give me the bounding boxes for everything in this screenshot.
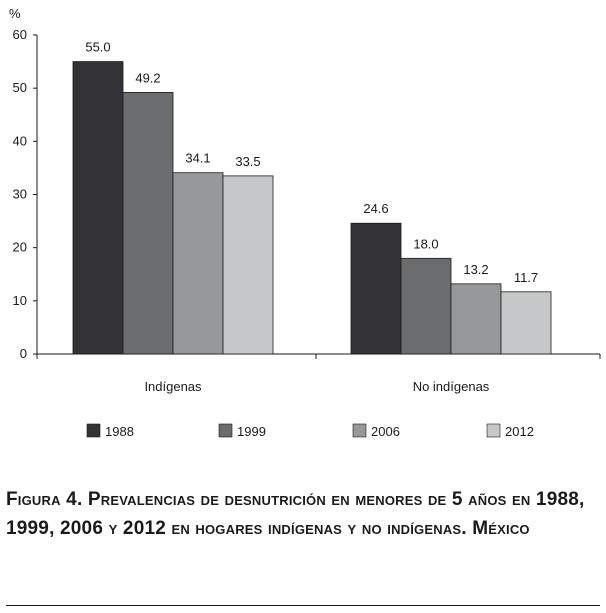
y-tick-label: 50: [13, 80, 27, 95]
bar: [222, 175, 274, 355]
legend: 1988 1999 2006 2012: [86, 423, 534, 439]
bar: [450, 283, 502, 355]
data-label: 13.2: [463, 262, 488, 277]
legend-swatch: [86, 423, 101, 438]
data-label: 11.7: [514, 270, 538, 285]
y-tick-label: 10: [13, 293, 27, 308]
legend-label: 2006: [371, 424, 400, 439]
legend-swatch: [486, 423, 501, 438]
y-tick-label: 20: [13, 240, 27, 255]
data-label: 24.6: [363, 201, 388, 216]
legend-label: 1988: [105, 424, 134, 439]
data-label: 34.1: [185, 151, 210, 166]
bar: [500, 291, 552, 355]
bar: [400, 257, 452, 355]
bar: [122, 92, 174, 355]
y-tick-label: 40: [13, 133, 27, 148]
bar: [172, 172, 224, 355]
y-tick-label: 60: [13, 27, 27, 42]
bar-chart: % 0 10 20 30 40 50 60 55.0 49.2 34.1 33.5 Indígenas…: [9, 6, 601, 439]
bar: [350, 222, 402, 355]
caption-rule: [6, 605, 600, 606]
data-label: 33.5: [235, 154, 260, 169]
legend-label: 2012: [505, 424, 534, 439]
y-axis-unit-label: %: [9, 6, 21, 21]
y-tick-label: 0: [20, 346, 27, 361]
legend-swatch: [218, 423, 233, 438]
plot-area: 0 10 20 30 40 50 60 55.0 49.2 34.1 33.5 Indígenas 24…: [13, 27, 601, 394]
legend-swatch: [352, 423, 367, 438]
category-label: No indígenas: [413, 379, 490, 394]
legend-label: 1999: [237, 424, 266, 439]
data-label: 49.2: [135, 70, 160, 85]
bar: [72, 61, 124, 355]
data-label: 18.0: [413, 236, 438, 251]
y-tick-label: 30: [13, 187, 27, 202]
category-label: Indígenas: [144, 379, 202, 394]
figure-caption: Figura 4. Prevalencias de desnutrición e…: [6, 489, 585, 539]
data-label: 55.0: [85, 40, 110, 55]
